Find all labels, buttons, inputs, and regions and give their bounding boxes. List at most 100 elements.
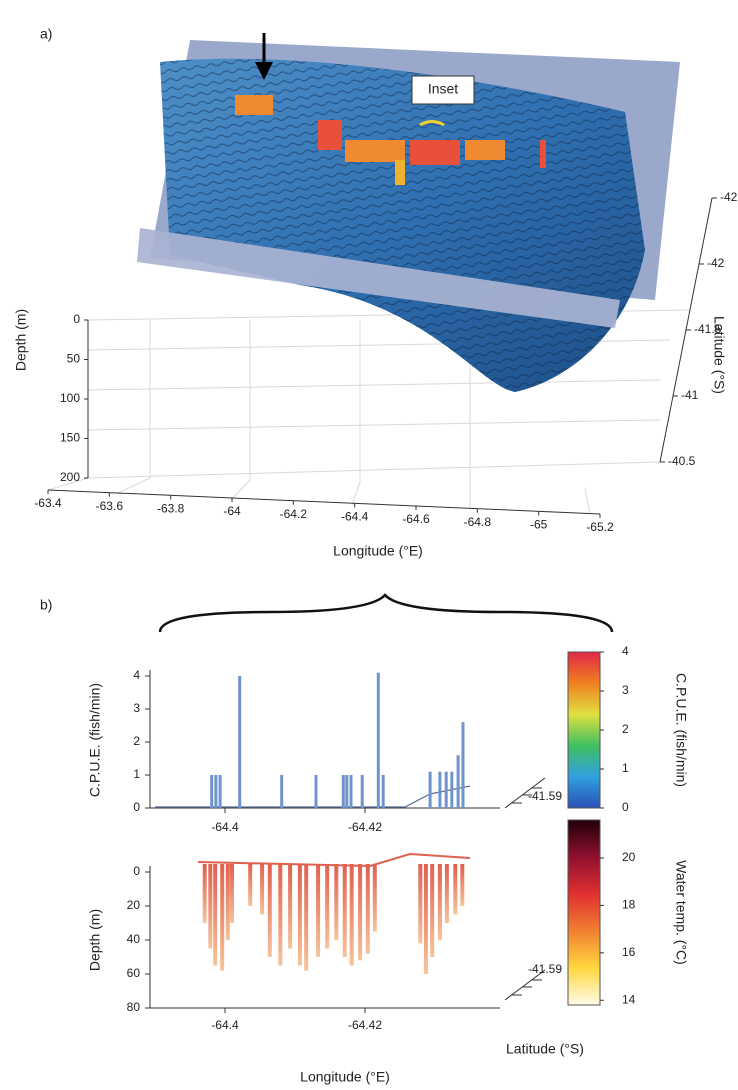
bar	[450, 771, 454, 808]
x-tick-label: -64.42	[348, 820, 382, 834]
x-tick-label: -64.2	[280, 507, 308, 521]
y-tick-label: -42.5	[720, 190, 738, 204]
z-tick-label: 150	[60, 431, 80, 445]
bar	[210, 775, 214, 808]
y-tick-label: -40.5	[668, 454, 696, 468]
y-axis-label: Latitude (°S)	[711, 316, 727, 394]
x-axis-label: Longitude (°E)	[300, 1069, 390, 1085]
cast	[334, 864, 339, 940]
bar	[214, 775, 218, 808]
cast	[372, 864, 377, 932]
lat-tick-label: -41.59	[528, 789, 562, 803]
x-tick-label: -64.4	[211, 1018, 239, 1032]
cpue-marks	[235, 95, 546, 185]
colorbar-tick-label: 1	[622, 761, 629, 775]
bar	[360, 775, 364, 808]
cast	[220, 864, 225, 971]
y-tick-label: 4	[133, 668, 140, 682]
x-tick-label: -64.4	[211, 820, 239, 834]
surface-line	[197, 852, 471, 868]
z-tick-label: 200	[60, 470, 80, 484]
colorbar-tick-label: 2	[622, 722, 629, 736]
cast	[260, 864, 265, 915]
cast	[453, 864, 458, 915]
brace	[158, 593, 614, 633]
colorbar	[567, 819, 601, 1006]
bar	[314, 775, 318, 808]
cast	[418, 864, 423, 944]
y-tick-label: 0	[133, 864, 140, 878]
colorbar-tick-label: 4	[622, 644, 629, 658]
cast	[316, 864, 321, 957]
cast	[202, 864, 207, 923]
colorbar-label: C.P.U.E. (fish/min)	[673, 673, 689, 787]
bar	[238, 676, 242, 808]
lat-tick-label: -41.59	[528, 962, 562, 976]
colorbar-tick-label: 0	[622, 800, 629, 814]
cast	[325, 864, 330, 949]
lat-axis-label: Latitude (°S)	[506, 1041, 584, 1057]
y-tick-label: 20	[127, 898, 141, 912]
bar	[438, 771, 442, 808]
cast	[304, 864, 309, 971]
surface-decoration	[47, 33, 691, 633]
cast	[437, 864, 442, 940]
cast	[349, 864, 354, 966]
cast	[423, 864, 428, 974]
z-tick-label: 100	[60, 391, 80, 405]
cast	[288, 864, 293, 949]
cast	[225, 864, 230, 940]
contours	[160, 58, 645, 393]
cast	[278, 864, 283, 966]
y-tick-label: 2	[133, 734, 140, 748]
y-tick-label: 40	[127, 932, 141, 946]
cast	[248, 864, 253, 906]
colorbar-tick-label: 18	[622, 898, 636, 912]
colorbar-tick-label: 3	[622, 683, 629, 697]
cast	[297, 864, 302, 966]
z-axis-label: Depth (m)	[13, 309, 29, 371]
cast	[358, 864, 363, 961]
cast	[365, 864, 370, 954]
x-tick-label: -63.6	[96, 499, 124, 513]
track-line	[155, 785, 471, 808]
panel-label: a)	[40, 26, 52, 42]
annotation: Inset	[428, 81, 458, 97]
x-tick-label: -64.4	[341, 510, 369, 524]
x-tick-label: -64	[223, 504, 241, 518]
x-tick-label: -65	[530, 518, 548, 532]
cast	[267, 864, 272, 957]
y-tick-label: 60	[127, 966, 141, 980]
x-tick-label: -64.8	[464, 515, 492, 529]
x-tick-label: -63.4	[34, 496, 62, 510]
y-axis-label: Depth (m)	[87, 909, 103, 971]
x-axis	[47, 489, 601, 515]
x-tick-label: -63.8	[157, 502, 185, 516]
bar	[461, 722, 465, 808]
bar	[428, 771, 432, 808]
colorbar-tick-label: 20	[622, 850, 636, 864]
bar	[341, 775, 345, 808]
cast	[213, 864, 218, 966]
x-tick-label: -64.42	[348, 1018, 382, 1032]
x-tick-label: -64.6	[402, 512, 430, 526]
y-tick-label: 1	[133, 767, 140, 781]
bar	[456, 755, 460, 808]
x-tick-label: -65.2	[586, 520, 614, 534]
bar	[280, 775, 284, 808]
bar	[345, 775, 349, 808]
cast	[430, 864, 435, 957]
cast	[342, 864, 347, 957]
y-tick-label: -41.5	[694, 322, 722, 336]
bar	[218, 775, 222, 808]
cast	[230, 864, 234, 923]
bar	[376, 672, 380, 808]
bar	[349, 775, 353, 808]
colorbar	[567, 651, 601, 809]
x-axis-label: Longitude (°E)	[333, 543, 423, 559]
cast	[460, 864, 465, 906]
colorbar-tick-label: 16	[622, 945, 636, 959]
z-tick-label: 50	[67, 352, 81, 366]
y-tick-label: -41	[681, 388, 699, 402]
